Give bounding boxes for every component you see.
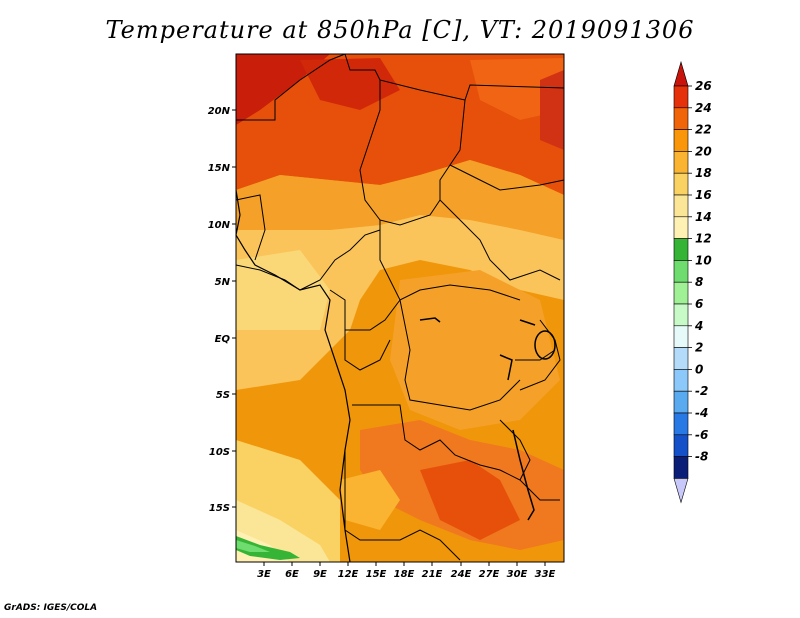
colorbar-label: 2 bbox=[695, 341, 703, 355]
colorbar-band bbox=[673, 281, 689, 305]
lon-ticks bbox=[263, 562, 546, 566]
lon-label: 3E bbox=[257, 569, 271, 580]
lon-label: 30E bbox=[507, 569, 528, 580]
chart-title: Temperature at 850hPa [C], VT: 201909130… bbox=[105, 16, 695, 44]
colorbar-arrow-bottom bbox=[673, 478, 689, 504]
colorbar-label: 12 bbox=[695, 232, 712, 246]
lon-label: 33E bbox=[535, 569, 556, 580]
lon-label: 27E bbox=[479, 569, 500, 580]
lon-label: 6E bbox=[285, 569, 299, 580]
colorbar-band bbox=[673, 85, 689, 109]
colorbar-label: 16 bbox=[695, 188, 712, 202]
country-borders bbox=[235, 53, 565, 561]
colorbar-band bbox=[673, 412, 689, 436]
colorbar-band bbox=[673, 456, 689, 479]
colorbar-band bbox=[673, 129, 689, 152]
colorbar-label: -8 bbox=[695, 450, 708, 464]
colorbar-label: 10 bbox=[695, 253, 712, 267]
lat-ticks bbox=[232, 109, 236, 508]
colorbar-label: 22 bbox=[695, 123, 712, 137]
lat-label: 10S bbox=[209, 447, 230, 458]
colorbar-band bbox=[673, 151, 689, 174]
colorbar-arrow-top bbox=[673, 60, 689, 87]
lat-label: 15S bbox=[209, 503, 230, 514]
colorbar-band bbox=[673, 107, 689, 130]
colorbar-label: -6 bbox=[695, 428, 708, 442]
colorbar-band bbox=[673, 260, 689, 283]
colorbar-label: 18 bbox=[695, 166, 712, 180]
colorbar-label: 26 bbox=[695, 79, 712, 93]
colorbar-label: -4 bbox=[695, 406, 708, 420]
colorbar-label: 0 bbox=[695, 362, 703, 376]
colorbar-label: 6 bbox=[695, 297, 703, 311]
colorbar-band bbox=[673, 369, 689, 392]
lon-label: 12E bbox=[338, 569, 359, 580]
lat-label: EQ bbox=[215, 334, 231, 345]
colorbar-label: 20 bbox=[695, 144, 712, 158]
colorbar-label: 4 bbox=[694, 319, 703, 333]
colorbar-band bbox=[673, 325, 689, 348]
lat-label: 5N bbox=[215, 277, 231, 288]
lat-label: 5S bbox=[216, 390, 230, 401]
credit-label: GrADS: IGES/COLA bbox=[4, 603, 98, 613]
colorbar-band bbox=[673, 434, 689, 457]
colorbar-band bbox=[673, 347, 689, 370]
colorbar-band bbox=[673, 194, 689, 218]
colorbar-band bbox=[673, 216, 689, 239]
colorbar-label: 8 bbox=[695, 275, 703, 289]
colorbar-label: -2 bbox=[695, 384, 708, 398]
colorbar-band bbox=[673, 238, 689, 261]
lat-label: 15N bbox=[208, 163, 231, 174]
lon-label: 24E bbox=[451, 569, 472, 580]
lon-label: 21E bbox=[422, 569, 443, 580]
lat-label: 20N bbox=[208, 106, 231, 117]
plot-frame bbox=[235, 53, 565, 563]
colorbar-band bbox=[673, 303, 689, 327]
lon-label: 9E bbox=[313, 569, 327, 580]
lon-label: 15E bbox=[366, 569, 387, 580]
coastline bbox=[235, 189, 351, 563]
colorbar-band bbox=[673, 172, 689, 196]
lat-label: 10N bbox=[208, 220, 231, 231]
colorbar-label: 14 bbox=[695, 210, 712, 224]
lakes bbox=[419, 317, 556, 521]
lon-label: 18E bbox=[394, 569, 415, 580]
colorbar-band bbox=[673, 390, 689, 414]
colorbar-label: 24 bbox=[695, 101, 712, 115]
temperature-field bbox=[236, 54, 564, 562]
